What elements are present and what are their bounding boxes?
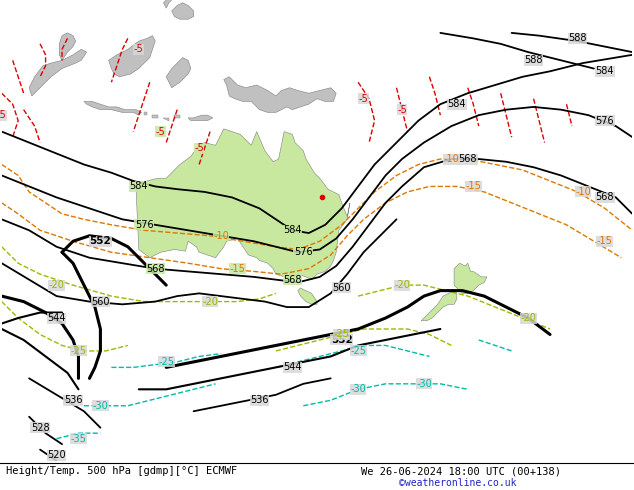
Polygon shape bbox=[60, 33, 75, 60]
Text: -15: -15 bbox=[597, 236, 613, 246]
Polygon shape bbox=[145, 112, 147, 115]
Text: -15: -15 bbox=[465, 181, 481, 192]
Polygon shape bbox=[298, 288, 317, 304]
Polygon shape bbox=[166, 57, 191, 88]
Text: -5: -5 bbox=[194, 143, 204, 153]
Text: 584: 584 bbox=[448, 99, 466, 109]
Text: 552: 552 bbox=[89, 236, 112, 246]
Text: 536: 536 bbox=[250, 395, 269, 405]
Text: 552: 552 bbox=[331, 335, 353, 345]
Text: 544: 544 bbox=[283, 363, 302, 372]
Text: Height/Temp. 500 hPa [gdmp][°C] ECMWF: Height/Temp. 500 hPa [gdmp][°C] ECMWF bbox=[6, 466, 238, 476]
Polygon shape bbox=[188, 115, 213, 121]
Text: 584: 584 bbox=[283, 225, 302, 235]
Text: -5: -5 bbox=[156, 126, 165, 137]
Text: -20: -20 bbox=[49, 280, 65, 290]
Polygon shape bbox=[454, 263, 487, 294]
Text: 576: 576 bbox=[135, 220, 153, 230]
Text: -30: -30 bbox=[93, 401, 108, 411]
Polygon shape bbox=[108, 36, 155, 77]
Text: 568: 568 bbox=[595, 193, 614, 202]
Text: We 26-06-2024 18:00 UTC (00+138): We 26-06-2024 18:00 UTC (00+138) bbox=[361, 466, 561, 476]
Text: -10: -10 bbox=[443, 154, 459, 164]
Text: -10: -10 bbox=[575, 187, 591, 197]
Text: 584: 584 bbox=[595, 66, 614, 76]
Text: -10: -10 bbox=[213, 231, 229, 241]
Text: 528: 528 bbox=[31, 423, 49, 433]
Text: 588: 588 bbox=[568, 33, 586, 44]
Text: -5: -5 bbox=[0, 110, 6, 120]
Text: -15: -15 bbox=[230, 264, 245, 274]
Polygon shape bbox=[164, 118, 169, 121]
Text: 568: 568 bbox=[283, 275, 302, 285]
Text: 568: 568 bbox=[458, 154, 477, 164]
Polygon shape bbox=[131, 129, 350, 280]
Text: -20: -20 bbox=[394, 280, 410, 290]
Text: -20: -20 bbox=[202, 296, 218, 307]
Text: 536: 536 bbox=[64, 395, 82, 405]
Text: -5: -5 bbox=[134, 45, 144, 54]
Polygon shape bbox=[421, 291, 457, 321]
Text: 544: 544 bbox=[48, 313, 66, 323]
Text: 576: 576 bbox=[595, 116, 614, 125]
Text: 576: 576 bbox=[294, 247, 313, 257]
Polygon shape bbox=[174, 115, 180, 118]
Polygon shape bbox=[172, 3, 193, 19]
Text: -30: -30 bbox=[416, 379, 432, 389]
Polygon shape bbox=[29, 49, 87, 96]
Text: -5: -5 bbox=[359, 94, 368, 104]
Polygon shape bbox=[153, 115, 158, 118]
Text: -25: -25 bbox=[70, 346, 86, 356]
Text: 588: 588 bbox=[524, 55, 543, 65]
Text: ©weatheronline.co.uk: ©weatheronline.co.uk bbox=[399, 478, 517, 488]
Polygon shape bbox=[224, 77, 336, 112]
Text: -20: -20 bbox=[520, 313, 536, 323]
Text: 560: 560 bbox=[91, 296, 110, 307]
Text: -25: -25 bbox=[158, 357, 174, 367]
Text: -35: -35 bbox=[70, 434, 86, 443]
Polygon shape bbox=[84, 101, 141, 115]
Text: 520: 520 bbox=[47, 450, 66, 460]
Text: 560: 560 bbox=[332, 283, 351, 293]
Text: -30: -30 bbox=[350, 384, 366, 394]
Text: -25: -25 bbox=[350, 346, 366, 356]
Text: -25: -25 bbox=[333, 329, 350, 340]
Text: -5: -5 bbox=[397, 105, 407, 115]
Text: 568: 568 bbox=[146, 264, 164, 274]
Text: 584: 584 bbox=[129, 181, 148, 192]
Polygon shape bbox=[164, 0, 172, 8]
